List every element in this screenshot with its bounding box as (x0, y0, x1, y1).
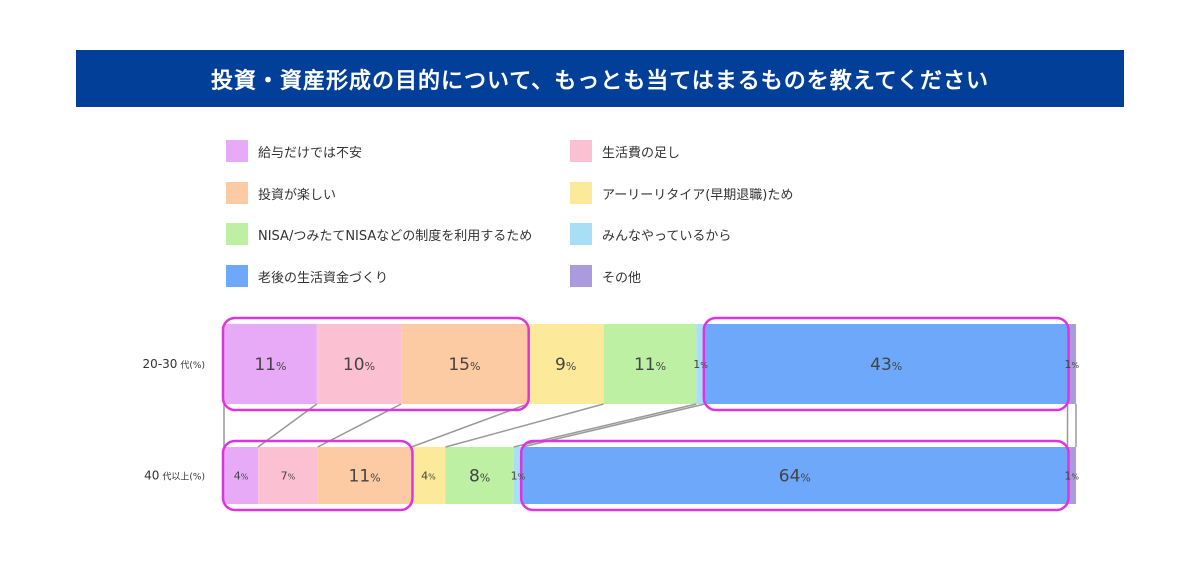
bar-value-label: 15% (448, 355, 480, 375)
bar-segment (317, 447, 412, 504)
bar-segment (1067, 447, 1076, 504)
legend-label: 投資が楽しい (258, 187, 337, 203)
legend-item: みんなやっているから (570, 222, 731, 246)
bar-value-label: 7% (281, 470, 296, 483)
legend-swatch (570, 182, 592, 204)
row-label: 20-30 代(%) (143, 357, 205, 371)
legend-swatch (570, 265, 592, 287)
legend-label: アーリーリタイア(早期退職)ため (602, 187, 794, 203)
legend-label: 生活費の足し (602, 145, 681, 161)
legend-label: NISA/つみたてNISAなどの制度を利用するため (258, 228, 533, 244)
bar-segment (224, 324, 317, 404)
bar-segment (258, 447, 318, 504)
bar-segment (224, 447, 259, 504)
legend-swatch (570, 223, 592, 245)
legend-item: 老後の生活資金づくり (226, 264, 388, 288)
legend-label: その他 (602, 270, 642, 286)
highlight-outline (221, 316, 530, 412)
bar-value-label: 11% (349, 467, 381, 487)
legend-item: 生活費の足し (570, 139, 680, 163)
legend-swatch (226, 265, 248, 287)
bar-value-label: 1% (693, 358, 708, 371)
bar-value-label: 8% (469, 467, 490, 487)
legend-label: 老後の生活資金づくり (258, 270, 389, 286)
bar-segment (513, 447, 523, 504)
bar-value-label: 11% (254, 355, 286, 375)
legend-swatch (226, 223, 248, 245)
bar-segment (704, 324, 1068, 404)
legend-swatch (226, 140, 248, 162)
bar-value-label: 1% (1064, 358, 1079, 371)
bar-value-label: 64% (779, 467, 811, 487)
legend: 給与だけでは不安 生活費の足し投資が楽しい アーリーリタイア(早期退職)ため NISA… (226, 139, 793, 288)
bar-value-label: 4% (421, 470, 436, 483)
legend-swatch (226, 182, 248, 204)
legend-item: 投資が楽しい (226, 181, 336, 205)
legend-item: NISA/つみたてNISAなどの制度を利用するため (226, 222, 532, 246)
bar-value-label: 9% (555, 355, 576, 375)
bar-value-label: 4% (234, 470, 249, 483)
bar-value-label: 1% (511, 470, 526, 483)
highlight-outline (519, 439, 1070, 512)
legend-label: みんなやっているから (602, 228, 732, 244)
bar-value-label: 10% (343, 355, 375, 375)
legend-label: 給与だけでは不安 (258, 145, 363, 161)
labels-group: 20-30 代(%) 40 代以上(%) 11% 4% 10% 7% 15% 11% 9% 4% 11%… (143, 355, 1080, 487)
bar-segment (603, 324, 697, 404)
legend-swatch (570, 140, 592, 162)
highlight-outline (702, 316, 1070, 412)
connector-line (445, 403, 604, 448)
bar-value-label: 11% (634, 355, 666, 375)
row-label: 40 代以上(%) (144, 469, 205, 483)
bars-group (224, 324, 1076, 504)
bar-value-label: 43% (870, 355, 902, 375)
bar-segment (411, 447, 446, 504)
bar-segment (522, 447, 1068, 504)
bar-segment (527, 324, 604, 404)
bar-segment (445, 447, 514, 504)
bar-value-label: 1% (1064, 470, 1079, 483)
legend-item: その他 (570, 264, 641, 288)
bar-segment (401, 324, 528, 404)
highlights-group (221, 316, 1070, 512)
bar-segment (696, 324, 705, 404)
chart-title: 投資・資産形成の目的について、もっとも当てはまるものを教えてください (76, 50, 1124, 107)
legend-item: 給与だけでは不安 (226, 139, 362, 163)
legend-item: アーリーリタイア(早期退職)ため (570, 181, 793, 205)
bar-segment (316, 324, 402, 404)
bar-segment (1067, 324, 1076, 404)
highlight-outline (221, 439, 414, 512)
